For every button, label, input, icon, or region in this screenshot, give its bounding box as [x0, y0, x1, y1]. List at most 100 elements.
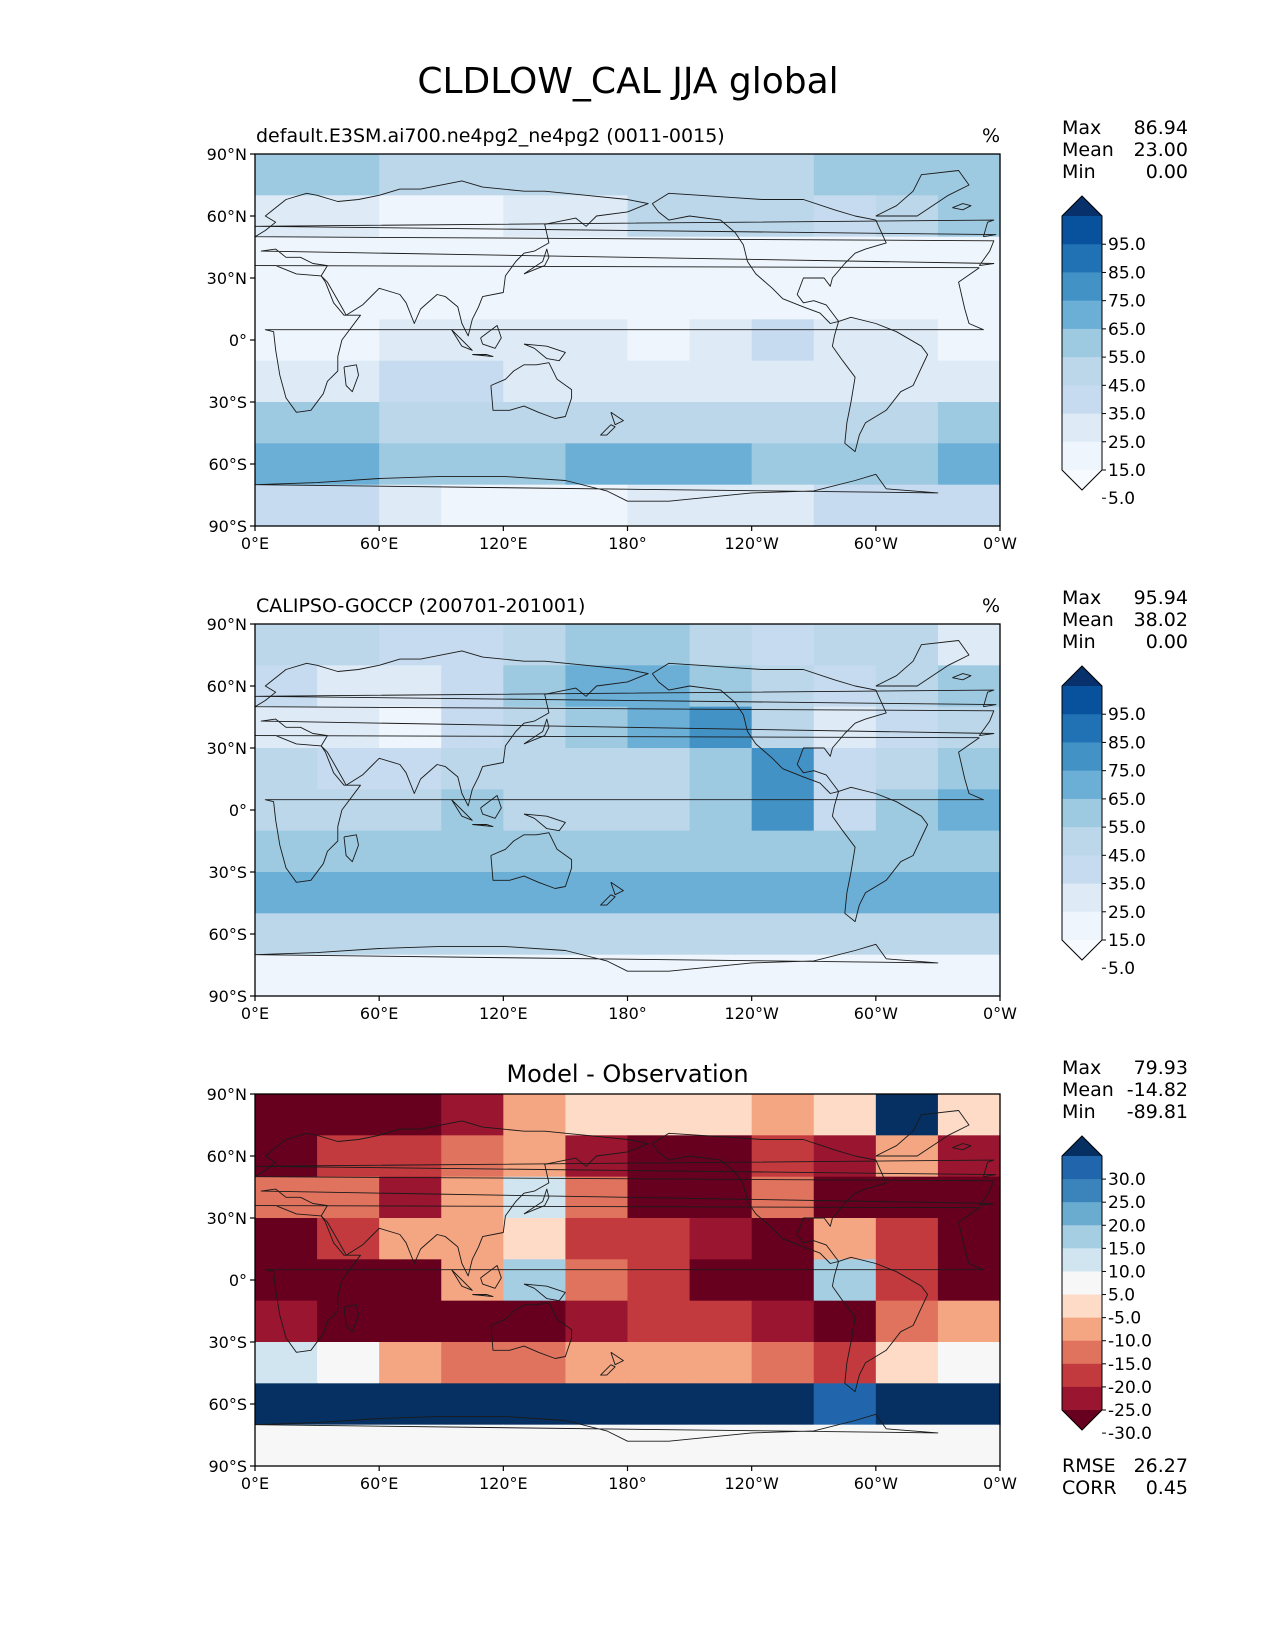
field-cell — [441, 954, 504, 997]
field-cell — [875, 789, 939, 832]
field-cell — [627, 319, 691, 362]
field-cell — [689, 1094, 753, 1136]
field-cell — [379, 360, 442, 403]
field-cell — [255, 1424, 318, 1467]
field-cell — [627, 1094, 691, 1136]
y-tick-label: 30°N — [207, 1209, 247, 1228]
x-tick-label: 180° — [608, 1004, 647, 1023]
field-cell — [689, 154, 753, 196]
field-cell — [503, 236, 567, 279]
field-cell — [937, 789, 1001, 832]
field-cell — [441, 402, 504, 444]
field-cell — [689, 1259, 753, 1302]
field-cell — [441, 1342, 504, 1384]
field-cell — [689, 954, 753, 997]
colorbar-segment — [1062, 385, 1102, 415]
coastline — [651, 192, 887, 324]
field-cell — [379, 1383, 442, 1426]
field-cell — [751, 319, 815, 362]
field-cell — [317, 443, 380, 486]
stat-value: 0.00 — [1146, 631, 1188, 653]
field-cell — [751, 1259, 815, 1302]
field-cell — [441, 665, 504, 708]
x-tick-label: 60°W — [854, 534, 898, 553]
field-cell — [379, 954, 442, 997]
field-cell — [565, 443, 629, 486]
x-tick-label: 0°W — [983, 1474, 1017, 1493]
coastline — [610, 411, 624, 426]
field-cell — [937, 402, 1001, 444]
field-cell — [937, 1176, 1001, 1219]
field-cell — [627, 154, 691, 196]
colorbar-segment — [1062, 1271, 1102, 1296]
field-cell — [689, 402, 753, 444]
field-cell — [813, 484, 877, 527]
field-cell — [937, 706, 1001, 749]
units-label: % — [982, 125, 1000, 147]
field-cell — [813, 1094, 877, 1136]
field-cell — [813, 913, 877, 956]
field-cell — [503, 319, 567, 362]
field-cell — [937, 278, 1001, 320]
map-panel-2: CALIPSO-GOCCP (200701-201001) % 90°N 60°N 30… — [207, 587, 1188, 1023]
field-cell — [441, 830, 504, 873]
field-cell — [689, 913, 753, 956]
field-cell — [937, 236, 1001, 279]
field-cells — [255, 154, 1001, 527]
field-cell — [627, 402, 691, 444]
y-tick-label: 30°S — [208, 863, 247, 882]
coastline — [610, 881, 624, 896]
field-cell — [875, 624, 939, 666]
field-cell — [503, 154, 567, 196]
field-cell — [379, 913, 442, 956]
field-cell — [503, 1135, 567, 1178]
colorbar-segment — [1062, 300, 1102, 330]
coastline — [254, 265, 984, 413]
field-cell — [379, 1342, 442, 1384]
field-cell — [565, 1176, 629, 1219]
coastline — [451, 799, 473, 821]
field-cell — [813, 443, 877, 486]
y-tick-label: 60°S — [208, 1395, 247, 1414]
field-cell — [441, 195, 504, 238]
stat-value: 0.00 — [1146, 161, 1188, 183]
coastline — [343, 834, 359, 863]
field-cell — [751, 1176, 815, 1219]
field-cell — [689, 1135, 753, 1178]
field-cell — [255, 1383, 318, 1426]
units-label: % — [982, 595, 1000, 617]
x-tick-label: 120°E — [479, 534, 528, 553]
field-cell — [379, 1176, 442, 1219]
field-cell — [875, 1176, 939, 1219]
field-cell — [317, 1342, 380, 1384]
y-tick-label: 30°S — [208, 393, 247, 412]
field-cell — [317, 913, 380, 956]
colorbar-segment — [1062, 1317, 1102, 1342]
x-tick-label: 120°W — [724, 534, 779, 553]
coastline — [490, 1302, 573, 1359]
field-cells — [255, 1094, 1001, 1467]
coastline — [600, 894, 616, 906]
x-tick-label: 0°E — [241, 1004, 269, 1023]
y-tick-label: 60°N — [207, 1147, 247, 1166]
coastline — [254, 1413, 939, 1442]
field-cell — [255, 319, 318, 362]
field-cell — [813, 1300, 877, 1343]
field-cell — [503, 1176, 567, 1219]
field-cell — [689, 1218, 753, 1260]
field-cell — [255, 1218, 318, 1260]
coastline — [254, 473, 939, 502]
colorbar-label: -15.0 — [1108, 1355, 1152, 1375]
field-cell — [317, 954, 380, 997]
figure-title: CLDLOW_CAL JJA global — [417, 61, 838, 102]
field-cell — [503, 402, 567, 444]
field-cell — [317, 484, 380, 527]
field-cell — [317, 195, 380, 238]
colorbar-segment — [1062, 686, 1102, 715]
field-cell — [689, 1342, 753, 1384]
coastline — [952, 1143, 972, 1151]
colorbar-segment — [1062, 911, 1102, 941]
coastline — [875, 170, 970, 217]
colorbar-label: 25.0 — [1108, 903, 1146, 923]
field-cell — [875, 706, 939, 749]
